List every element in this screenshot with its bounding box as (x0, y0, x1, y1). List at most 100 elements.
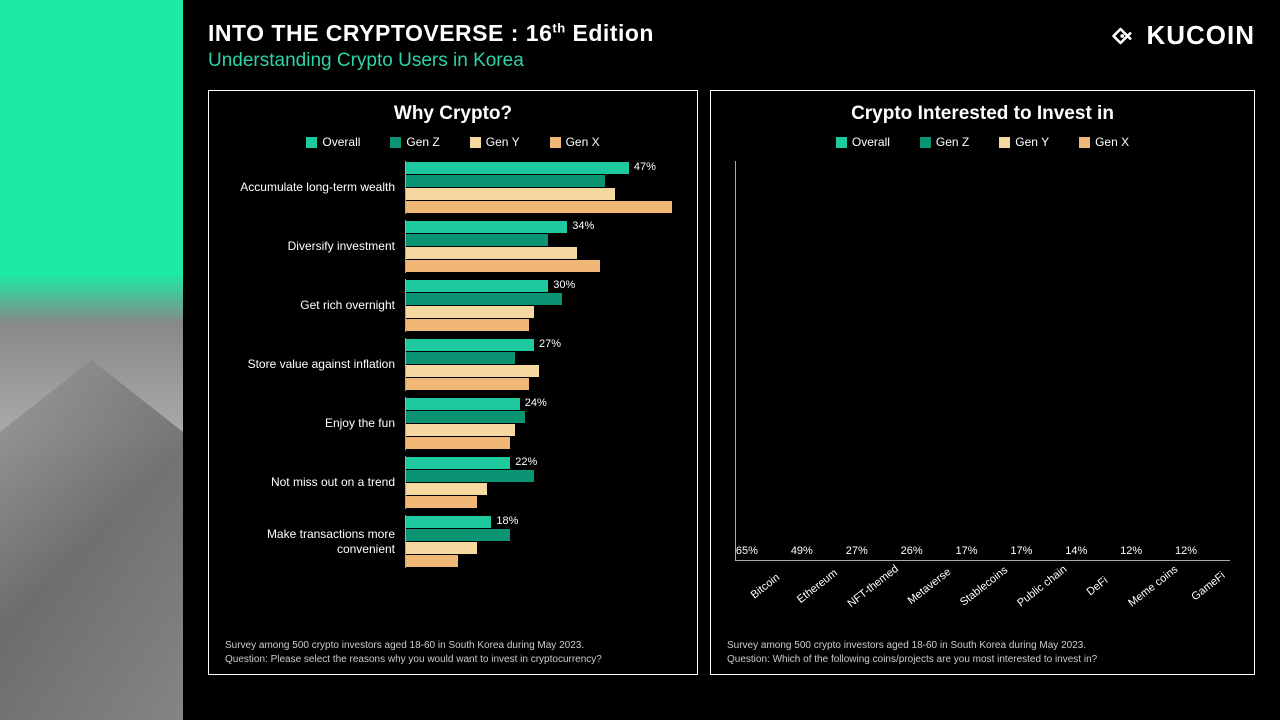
row-label: Diversify investment (225, 239, 405, 253)
bar-value-label: 30% (553, 279, 575, 291)
bar (406, 437, 510, 449)
bar-value-label: 27% (539, 338, 561, 350)
legend-left: Overall Gen Z Gen Y Gen X (225, 135, 681, 149)
bar: 27% (406, 339, 534, 351)
bar-value-label: 14% (1065, 545, 1087, 557)
chart-title: Crypto Interested to Invest in (727, 103, 1238, 125)
bar (406, 496, 477, 508)
legend-swatch (306, 137, 317, 148)
bar-group: 30% (405, 279, 681, 332)
brand-logo: KUCOIN (1110, 20, 1255, 51)
bar (406, 483, 487, 495)
legend-item: Gen Z (920, 135, 969, 149)
chart-panels: Why Crypto? Overall Gen Z Gen Y Gen X Accum… (208, 90, 1255, 675)
bar-value-label: 47% (634, 161, 656, 173)
bar-group: 47% (405, 161, 681, 214)
bar (406, 293, 562, 305)
bar (406, 352, 515, 364)
bar (406, 188, 615, 200)
bar (406, 306, 534, 318)
bar (406, 201, 672, 213)
chart-row: Accumulate long-term wealth47% (225, 161, 681, 214)
bar-value-label: 17% (1010, 545, 1032, 557)
title-pre: INTO THE CRYPTOVERSE : 16 (208, 20, 552, 46)
bar (406, 319, 529, 331)
bar (406, 365, 539, 377)
bar-value-label: 27% (846, 545, 868, 557)
bar-group: 22% (405, 456, 681, 509)
row-label: Not miss out on a trend (225, 475, 405, 489)
bar (406, 411, 525, 423)
bar-value-label: 22% (515, 456, 537, 468)
panel-invest-interest: Crypto Interested to Invest in Overall Ge… (710, 90, 1255, 675)
x-axis-label: GameFi (1175, 554, 1232, 607)
bar-group: 27% (405, 338, 681, 391)
bar-group: 18% (405, 515, 681, 568)
footnote-line: Survey among 500 crypto investors aged 1… (727, 639, 1238, 653)
bar (406, 260, 600, 272)
bar (406, 247, 577, 259)
decorative-side-image (0, 0, 183, 720)
legend-swatch (390, 137, 401, 148)
bar: 18% (406, 516, 491, 528)
legend-label: Gen Z (936, 135, 969, 149)
bar (406, 234, 548, 246)
bar-value-label: 17% (955, 545, 977, 557)
x-axis-label: Bitcoin (732, 554, 789, 607)
legend-swatch (470, 137, 481, 148)
row-label: Make transactions more convenient (225, 527, 405, 556)
bar-value-label: 65% (736, 545, 758, 557)
bar (406, 529, 510, 541)
legend-label: Gen Y (1015, 135, 1049, 149)
legend-item: Overall (836, 135, 890, 149)
legend-swatch (1079, 137, 1090, 148)
bar-value-label: 26% (901, 545, 923, 557)
legend-item: Overall (306, 135, 360, 149)
x-axis-label: DeFi (1065, 554, 1122, 607)
bar: 47% (406, 162, 629, 174)
kucoin-icon (1110, 22, 1138, 50)
x-axis-label: Ethereum (784, 554, 841, 607)
legend-right: OverallGen ZGen YGen X (727, 135, 1238, 149)
footnote-right: Survey among 500 crypto investors aged 1… (727, 639, 1238, 666)
header: INTO THE CRYPTOVERSE : 16th Edition Unde… (208, 20, 1255, 72)
chart-row: Diversify investment34% (225, 220, 681, 273)
chart-row: Make transactions more convenient18% (225, 515, 681, 568)
subtitle: Understanding Crypto Users in Korea (208, 50, 654, 72)
legend-swatch (836, 137, 847, 148)
bar-group: 24% (405, 397, 681, 450)
bar: 30% (406, 280, 548, 292)
legend-item: Gen Y (999, 135, 1049, 149)
chart-row: Enjoy the fun24% (225, 397, 681, 450)
legend-label: Overall (852, 135, 890, 149)
row-label: Enjoy the fun (225, 416, 405, 430)
legend-label: Gen Z (406, 135, 439, 149)
bar (406, 542, 477, 554)
chart-title: Why Crypto? (225, 103, 681, 125)
legend-label: Gen X (566, 135, 600, 149)
bar (406, 175, 605, 187)
legend-swatch (999, 137, 1010, 148)
main-content: INTO THE CRYPTOVERSE : 16th Edition Unde… (183, 0, 1280, 720)
bar-value-label: 49% (791, 545, 813, 557)
legend-label: Gen Y (486, 135, 520, 149)
bar-value-label: 12% (1175, 545, 1197, 557)
chart-row: Get rich overnight30% (225, 279, 681, 332)
title-block: INTO THE CRYPTOVERSE : 16th Edition Unde… (208, 20, 654, 72)
legend-label: Overall (322, 135, 360, 149)
bar: 22% (406, 457, 510, 469)
panel-why-crypto: Why Crypto? Overall Gen Z Gen Y Gen X Accum… (208, 90, 698, 675)
row-label: Accumulate long-term wealth (225, 180, 405, 194)
bar-value-label: 34% (572, 220, 594, 232)
row-label: Store value against inflation (225, 357, 405, 371)
legend-item: Gen Y (470, 135, 520, 149)
legend-swatch (920, 137, 931, 148)
bar-value-label: 24% (525, 397, 547, 409)
footnote-line: Question: Which of the following coins/p… (727, 653, 1238, 667)
title-post: Edition (566, 20, 654, 46)
bar: 24% (406, 398, 520, 410)
bar: 34% (406, 221, 567, 233)
bar (406, 424, 515, 436)
horizontal-bar-chart: Accumulate long-term wealth47%Diversify … (225, 161, 681, 568)
footnote-line: Survey among 500 crypto investors aged 1… (225, 639, 681, 653)
